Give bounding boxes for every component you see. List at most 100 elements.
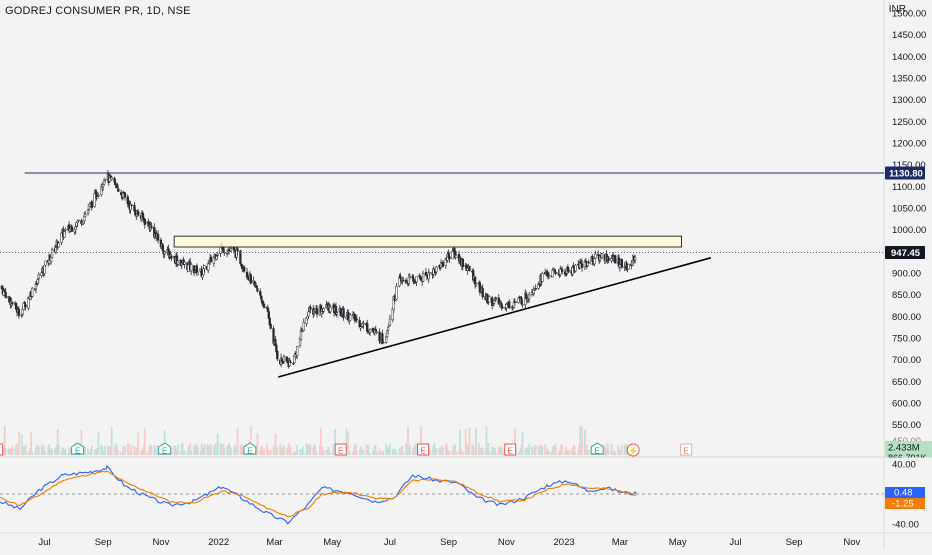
volume-bar: [4, 448, 7, 455]
volume-bar: [455, 451, 458, 455]
volume-bar: [308, 448, 311, 455]
volume-bar: [213, 447, 215, 455]
volume-bar: [242, 451, 245, 455]
event-marker-earnings[interactable]: E: [334, 443, 347, 456]
event-icon: [71, 442, 85, 455]
y-tick-label: 1500.00: [892, 9, 926, 20]
volume-bar: [520, 444, 523, 455]
candle-body: [196, 271, 199, 276]
volume-bar: [586, 451, 589, 455]
volume-bar: [295, 451, 298, 455]
volume-bar: [97, 432, 100, 455]
volume-bar: [517, 451, 520, 455]
volume-bar: [415, 444, 418, 455]
volume-bar: [581, 426, 583, 455]
volume-bar: [287, 443, 290, 455]
volume-bar: [89, 452, 91, 455]
candle-body: [428, 272, 431, 274]
candle-body: [408, 275, 411, 278]
support-trendline[interactable]: [278, 257, 712, 378]
event-icon: [417, 443, 430, 456]
event-marker-dividend[interactable]: E: [71, 442, 85, 455]
event-marker-earnings[interactable]: E: [0, 443, 4, 456]
volume-bar: [451, 451, 454, 455]
candle-body: [547, 274, 551, 277]
volume-bar: [106, 445, 109, 455]
event-marker-split[interactable]: ⚡: [626, 443, 640, 457]
volume-bar: [84, 446, 87, 455]
event-marker-dividend[interactable]: E: [158, 442, 172, 455]
candle-body: [17, 309, 21, 316]
candle-body: [554, 271, 557, 275]
volume-bar: [612, 452, 615, 455]
event-marker-upcoming[interactable]: E: [680, 443, 693, 456]
volume-bar: [373, 444, 376, 455]
volume-bar: [587, 449, 590, 455]
volume-bar: [289, 446, 292, 455]
volume-bar: [561, 445, 564, 455]
candle-body: [37, 274, 40, 279]
volume-bar: [459, 429, 461, 455]
candle-body: [368, 329, 372, 334]
candle-body: [508, 301, 511, 309]
volume-bar: [219, 443, 222, 455]
resistance-zone-box[interactable]: [173, 235, 682, 248]
volume-bar: [580, 445, 583, 455]
event-marker-earnings[interactable]: E: [417, 443, 430, 456]
volume-bar: [387, 449, 389, 455]
volume-bar: [214, 443, 217, 455]
volume-bar: [50, 448, 53, 455]
volume-bar: [54, 450, 57, 455]
event-marker-earnings[interactable]: E: [504, 443, 517, 456]
volume-tag-bg-2: [885, 453, 932, 457]
resistance-price-tag[interactable]: [885, 166, 925, 180]
volume-bar: [115, 443, 118, 455]
candle-body: [60, 232, 63, 243]
candle-body: [103, 179, 107, 181]
y-tick-label: 850.00: [892, 290, 921, 301]
candle-body: [594, 253, 597, 259]
candle-body: [216, 253, 219, 256]
volume-bar: [405, 443, 407, 455]
volume-bar: [316, 452, 318, 455]
event-marker-dividend[interactable]: E: [590, 442, 604, 455]
candle-body: [561, 269, 564, 272]
volume-bar: [18, 432, 20, 455]
candle-body: [501, 307, 504, 309]
volume-bar: [124, 445, 126, 455]
event-icon: [590, 442, 604, 455]
volume-bar: [585, 444, 588, 455]
volume-bar: [492, 447, 495, 455]
volume-bar: [381, 452, 384, 455]
volume-bar: [584, 452, 587, 455]
volume-bar: [28, 451, 31, 455]
oscillator-slow-tag: [885, 498, 925, 509]
candle-body: [261, 301, 265, 305]
volume-bar: [121, 452, 123, 455]
candle-body: [285, 356, 288, 362]
volume-bar: [413, 446, 416, 455]
event-icon: [158, 442, 172, 455]
last-price-tag: [885, 245, 925, 259]
x-tick-label: Sep: [440, 537, 457, 548]
volume-bar: [285, 447, 288, 455]
oscillator-y-tick: 40.00: [892, 460, 916, 471]
volume-bar: [314, 444, 317, 455]
candle-body: [262, 303, 266, 309]
candle-body: [375, 331, 378, 333]
volume-bar: [299, 449, 301, 455]
candle-body: [215, 255, 218, 260]
chart-title[interactable]: GODREJ CONSUMER PR, 1D, NSE: [5, 5, 191, 17]
x-tick-label: Mar: [266, 537, 282, 548]
volume-bar: [80, 429, 83, 455]
volume-bar: [447, 449, 450, 455]
volume-bar: [286, 451, 289, 455]
y-tick-label: 1350.00: [892, 74, 926, 85]
volume-bar: [471, 443, 474, 455]
candle-body: [161, 244, 164, 251]
volume-bar: [41, 444, 44, 455]
event-marker-dividend[interactable]: E: [243, 442, 257, 455]
volume-bar: [29, 448, 32, 455]
